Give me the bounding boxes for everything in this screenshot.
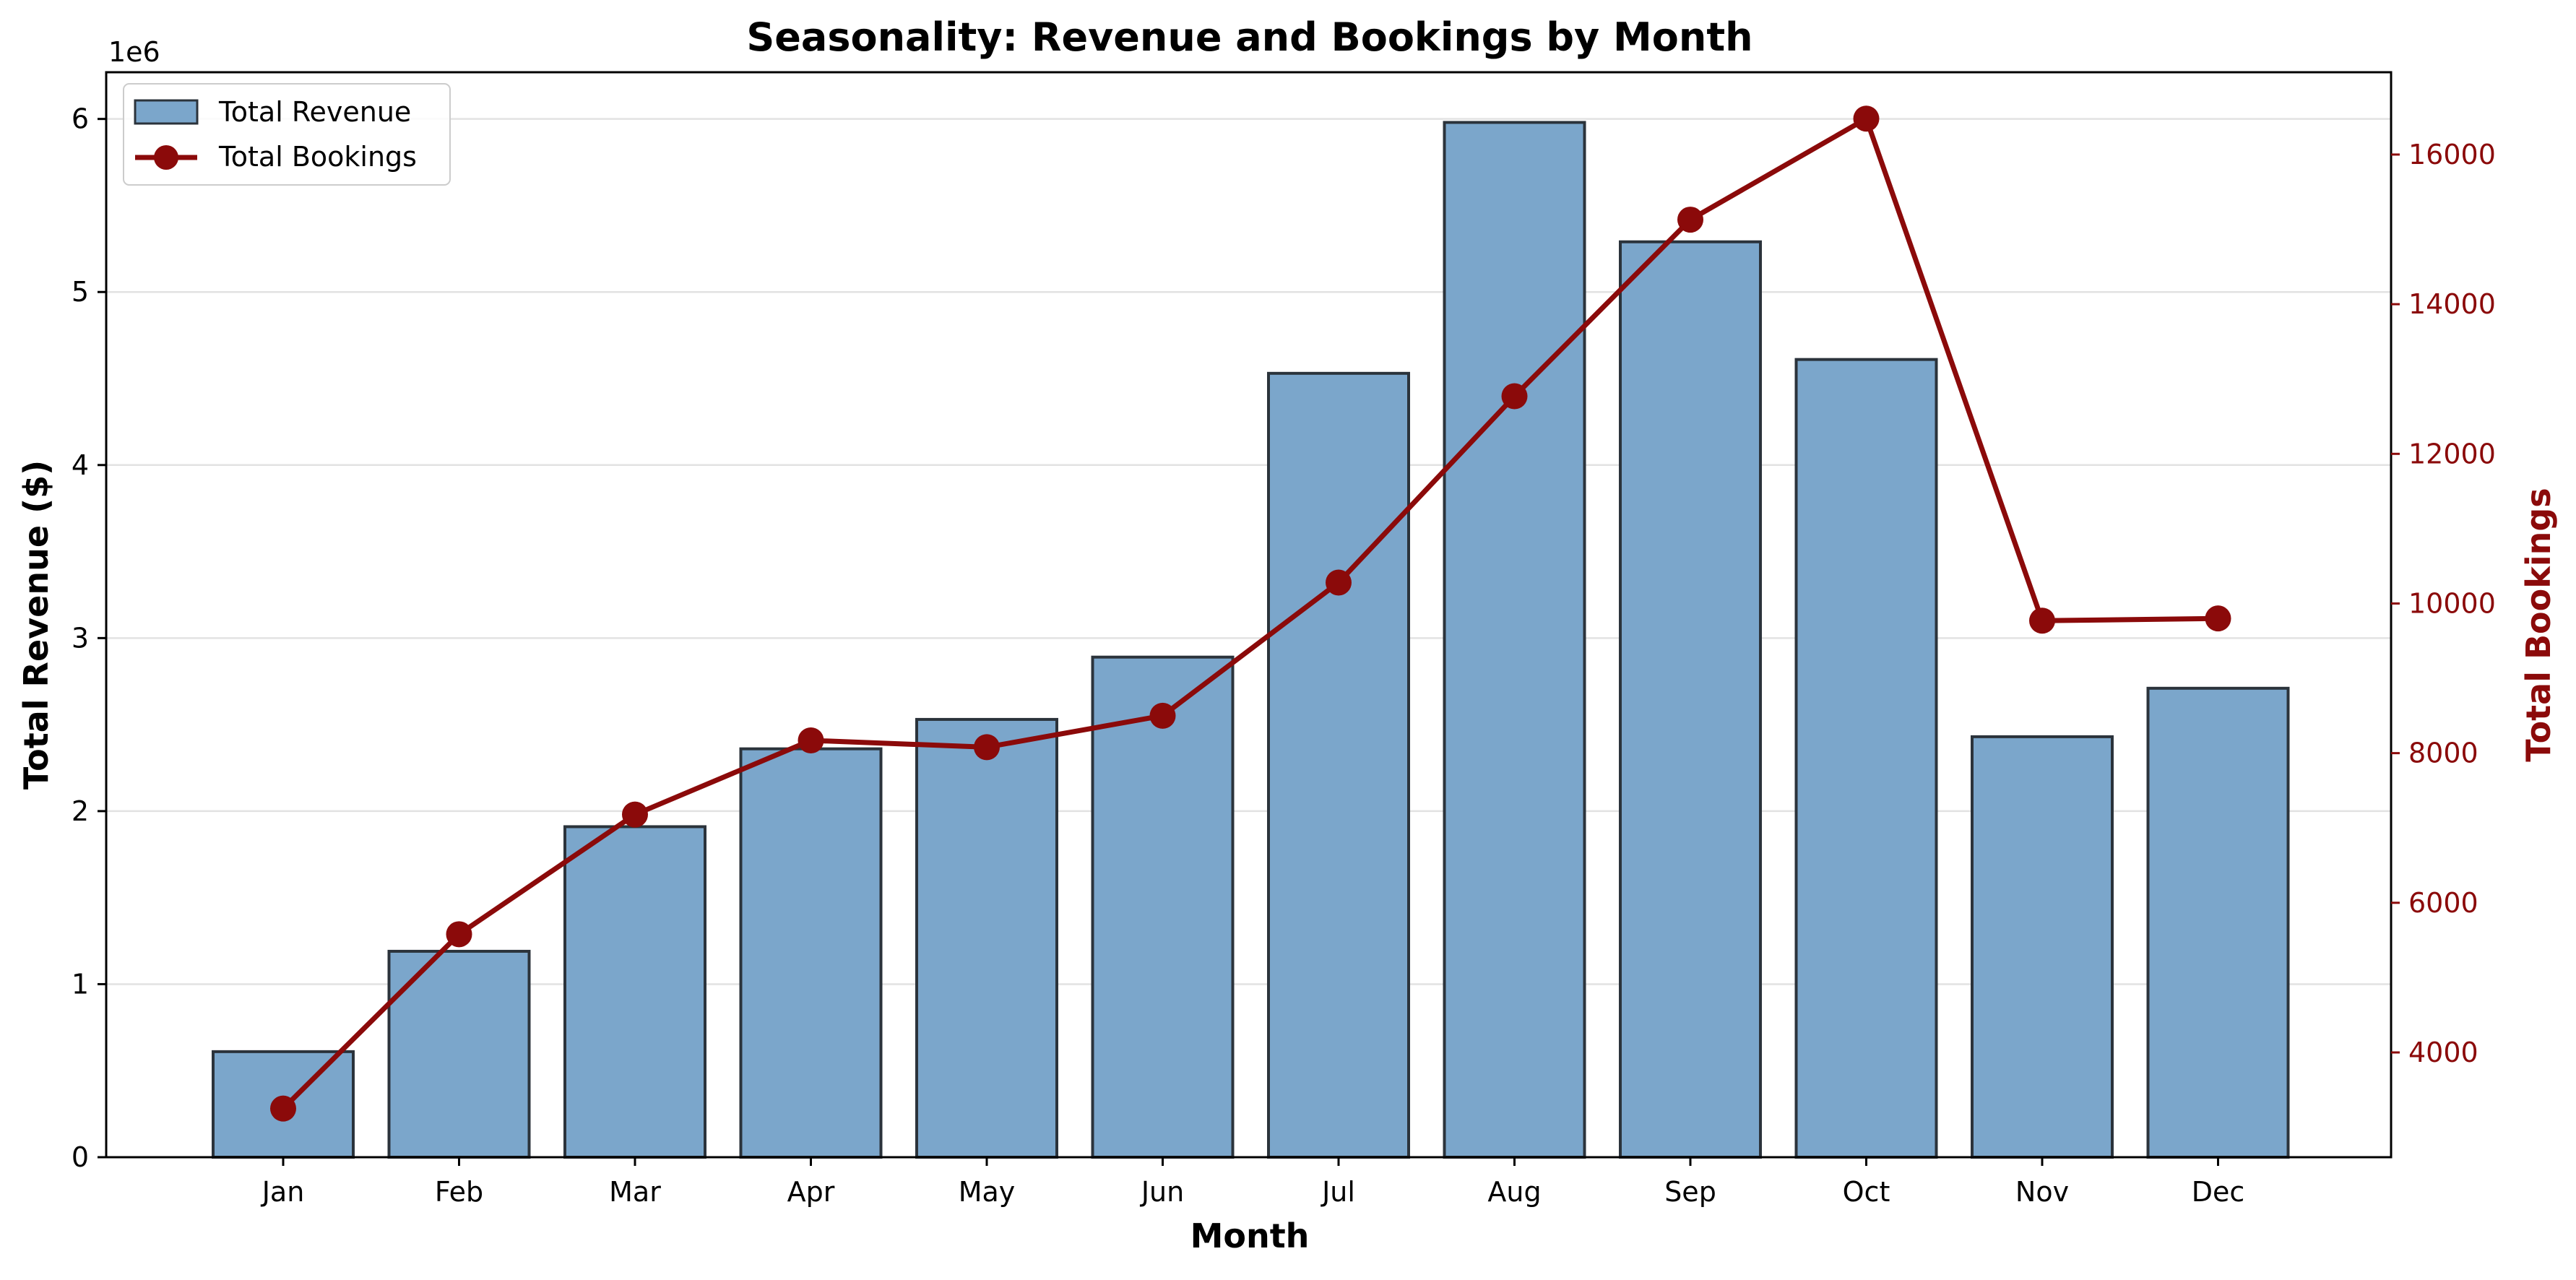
- y-tick-label: 2: [72, 795, 89, 827]
- bar-feb: [387, 949, 531, 1159]
- y-axis-offset-label: 1e6: [108, 36, 160, 68]
- legend-frame: [123, 83, 451, 186]
- bookings-point-oct: [1853, 105, 1880, 132]
- legend-revenue-label: Total Revenue: [218, 96, 411, 128]
- y-tick-label: 6: [72, 103, 89, 135]
- y-tick-label: 3: [72, 622, 89, 654]
- chart-title: Seasonality: Revenue and Bookings by Mon…: [746, 14, 1752, 60]
- bar-sep: [1619, 240, 1762, 1159]
- y2-tick-label: 12000: [2408, 438, 2496, 470]
- y2-tick-label: 10000: [2408, 587, 2496, 619]
- bar-dec: [2146, 686, 2290, 1159]
- x-tick-label-dec: Dec: [2192, 1176, 2245, 1208]
- legend-bookings-marker: [154, 145, 178, 170]
- bar-oct: [1794, 358, 1938, 1159]
- revenue-bars: [212, 121, 2290, 1159]
- bookings-point-may: [974, 734, 1000, 761]
- y2-tick-label: 16000: [2408, 139, 2496, 170]
- bookings-point-apr: [798, 727, 824, 754]
- x-tick-label-jun: Jun: [1140, 1176, 1184, 1208]
- y2-tick-label: 8000: [2408, 738, 2478, 769]
- y-axis-title: Total Revenue ($): [17, 460, 56, 790]
- y2-tick-label: 4000: [2408, 1037, 2478, 1068]
- x-tick-label-sep: Sep: [1664, 1176, 1716, 1208]
- y-tick-label: 0: [72, 1141, 89, 1173]
- y2-tick-label: 14000: [2408, 288, 2496, 320]
- bar-nov: [1971, 735, 2114, 1159]
- axes: [105, 71, 2393, 1159]
- y2-axis-title: Total Bookings: [2519, 488, 2558, 761]
- x-tick-label-nov: Nov: [2015, 1176, 2069, 1208]
- bookings-point-aug: [1501, 383, 1528, 410]
- bookings-line-path: [281, 116, 2218, 1111]
- x-tick-label-jan: Jan: [261, 1176, 305, 1208]
- bar-jul: [1267, 371, 1410, 1159]
- x-axis-title: Month: [1190, 1216, 1310, 1255]
- y-tick-label: 5: [72, 276, 89, 308]
- bookings-point-jun: [1149, 702, 1176, 729]
- bookings-line: [270, 105, 2231, 1122]
- legend: Total Revenue Total Bookings: [123, 83, 451, 186]
- bar-apr: [739, 747, 883, 1159]
- x-tick-label-feb: Feb: [435, 1176, 483, 1208]
- x-tick-label-jul: Jul: [1321, 1176, 1355, 1208]
- bookings-point-jul: [1326, 569, 1352, 596]
- bookings-point-nov: [2029, 607, 2055, 634]
- x-tick-label-aug: Aug: [1487, 1176, 1541, 1208]
- bookings-point-mar: [622, 801, 648, 828]
- bar-mar: [563, 825, 706, 1159]
- bar-jun: [1091, 655, 1235, 1159]
- bar-aug: [1443, 121, 1586, 1159]
- y2-tick-label: 6000: [2408, 887, 2478, 919]
- x-tick-label-mar: Mar: [609, 1176, 661, 1208]
- y-tick-label: 1: [72, 968, 89, 1000]
- x-tick-label-oct: Oct: [1843, 1176, 1890, 1208]
- x-tick-label-apr: Apr: [787, 1176, 835, 1208]
- bookings-point-jan: [270, 1095, 296, 1122]
- bookings-point-feb: [446, 921, 472, 948]
- bookings-point-dec: [2205, 605, 2231, 632]
- bookings-point-sep: [1677, 207, 1703, 233]
- legend-bookings-label: Total Bookings: [218, 141, 417, 173]
- bar-may: [915, 717, 1058, 1159]
- legend-revenue-swatch: [134, 99, 199, 125]
- y-tick-label: 4: [72, 449, 89, 481]
- x-tick-label-may: May: [959, 1176, 1016, 1208]
- tick-labels: 0 1 2 3 4 5 6 4000 6000 8000 10000 12000 14000 16000 J…: [72, 103, 2496, 1208]
